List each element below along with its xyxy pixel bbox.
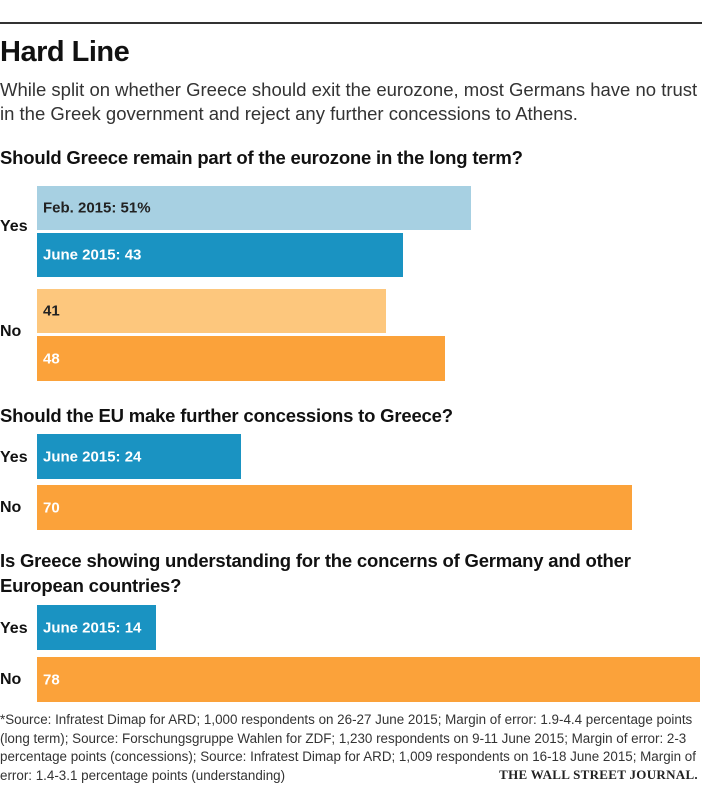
chart-1-question: Should Greece remain part of the eurozon… [0, 147, 523, 168]
page-title: Hard Line [0, 36, 130, 68]
chart-1-bar-yes-june-2015: June 2015: 43 [37, 233, 403, 277]
bar-value-label: June 2015: 14 [43, 619, 142, 636]
bar-value-label: 41 [43, 302, 60, 320]
chart-2-bar-no-june-2015: 70 [37, 485, 632, 530]
chart-3-bar-yes-june-2015: June 2015: 14 [37, 605, 156, 650]
chart-1-row-label-yes: Yes [0, 218, 28, 235]
bar-value-label: June 2015: 43 [43, 246, 142, 264]
chart-3-row-label-yes: Yes [0, 620, 28, 637]
publisher-credit: THE WALL STREET JOURNAL. [499, 767, 698, 782]
bar-value-label: 78 [43, 671, 60, 688]
bar-value-label: June 2015: 24 [43, 448, 142, 465]
chart-2-row-label-yes: Yes [0, 449, 28, 466]
bar-value-label: Feb. 2015: 51% [43, 199, 151, 217]
chart-2-row-label-no: No [0, 499, 22, 516]
chart-1-bar-no-feb-2015: 41 [37, 289, 386, 333]
chart-1-bar-no-june-2015: 48 [37, 336, 445, 381]
bar-value-label: 70 [43, 499, 60, 516]
chart-2-bar-yes-june-2015: June 2015: 24 [37, 434, 241, 479]
chart-3-row-label-no: No [0, 671, 22, 688]
top-rule [0, 22, 702, 24]
chart-2-question: Should the EU make further concessions t… [0, 405, 453, 426]
source-footnote: *Source: Infratest Dimap for ARD; 1,000 … [0, 712, 696, 783]
chart-1-bar-yes-feb-2015: Feb. 2015: 51% [37, 186, 471, 230]
subtitle: While split on whether Greece should exi… [0, 79, 698, 124]
bar-value-label: 48 [43, 350, 60, 367]
chart-1-row-label-no: No [0, 323, 22, 340]
chart-3-question: Is Greece showing understanding for the … [0, 550, 631, 596]
chart-3-bar-no-june-2015: 78 [37, 657, 700, 702]
